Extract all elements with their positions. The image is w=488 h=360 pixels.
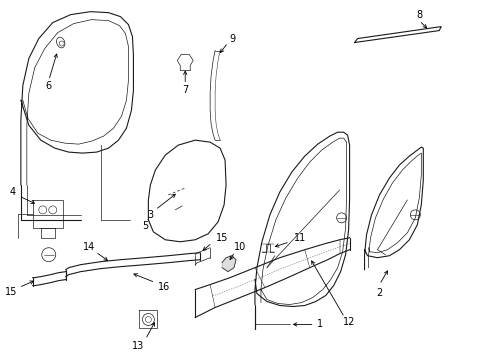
Text: 9: 9: [228, 33, 235, 44]
Text: 4: 4: [10, 187, 16, 197]
Text: 14: 14: [82, 242, 95, 252]
Text: 12: 12: [343, 318, 355, 328]
Text: 5: 5: [142, 221, 148, 231]
Text: 3: 3: [147, 210, 153, 220]
Text: 6: 6: [45, 81, 52, 91]
Text: 15: 15: [5, 287, 17, 297]
Text: 15: 15: [216, 233, 228, 243]
Text: 11: 11: [293, 233, 305, 243]
Text: 2: 2: [376, 288, 382, 298]
Text: 7: 7: [182, 85, 188, 95]
Text: 13: 13: [132, 341, 144, 351]
Text: 10: 10: [233, 242, 245, 252]
Polygon shape: [222, 256, 236, 272]
Text: 1: 1: [316, 319, 322, 329]
Text: 8: 8: [415, 10, 422, 20]
Text: 16: 16: [158, 282, 170, 292]
